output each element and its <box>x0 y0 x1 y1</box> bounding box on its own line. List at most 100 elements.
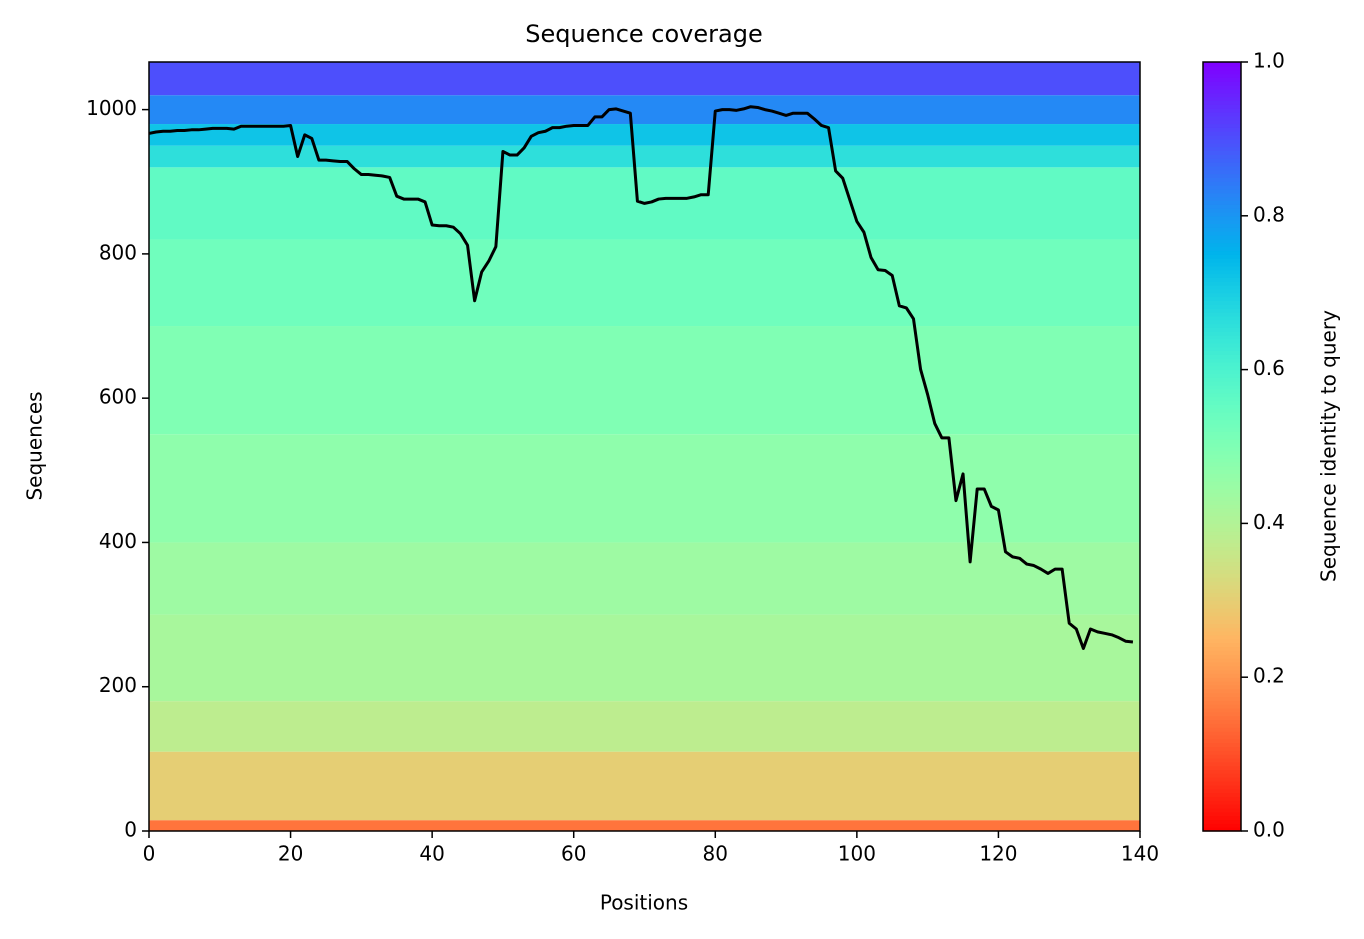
colorbar-swatch <box>1203 454 1241 459</box>
colorbar-swatch <box>1203 581 1241 586</box>
colorbar-label: Sequence identity to query <box>1317 310 1341 582</box>
colorbar-swatch <box>1203 400 1241 405</box>
colorbar-swatch <box>1203 346 1241 351</box>
heatmap-band <box>149 145 1140 168</box>
colorbar-swatch <box>1203 185 1241 190</box>
colorbar-swatch <box>1203 696 1241 701</box>
colorbar-swatch <box>1203 384 1241 390</box>
colorbar-swatch <box>1203 650 1241 655</box>
colorbar-swatch <box>1203 511 1241 517</box>
x-tick-label: 20 <box>278 842 303 866</box>
colorbar-swatch <box>1203 792 1241 797</box>
colorbar-swatch <box>1203 746 1241 751</box>
colorbar-swatch <box>1203 704 1241 709</box>
colorbar-swatch <box>1203 235 1241 240</box>
colorbar-swatch <box>1203 769 1241 774</box>
colorbar-swatch <box>1203 508 1241 513</box>
colorbar-swatch <box>1203 265 1241 271</box>
colorbar-swatch <box>1203 415 1241 421</box>
colorbar-swatch <box>1203 634 1241 640</box>
heatmap-band <box>149 701 1140 752</box>
colorbar-swatch <box>1203 711 1241 717</box>
colorbar-swatch <box>1203 311 1241 317</box>
colorbar-swatch <box>1203 569 1241 574</box>
colorbar-swatch <box>1203 158 1241 163</box>
colorbar-swatch <box>1203 288 1241 294</box>
plot-frame <box>148 61 1141 832</box>
colorbar-swatch <box>1203 204 1241 209</box>
colorbar-swatch <box>1203 396 1241 401</box>
colorbar-swatch <box>1203 188 1241 194</box>
x-tick-label: 60 <box>561 842 586 866</box>
colorbar-swatch <box>1203 181 1241 186</box>
colorbar-swatch <box>1203 292 1241 298</box>
colorbar-swatch <box>1203 492 1241 498</box>
colorbar-swatch <box>1203 300 1241 305</box>
heatmap-band <box>149 62 1140 96</box>
colorbar-swatch <box>1203 308 1241 313</box>
colorbar-swatch <box>1203 277 1241 282</box>
colorbar-swatch <box>1203 92 1241 98</box>
colorbar-swatch <box>1203 161 1241 167</box>
colorbar-swatch <box>1203 734 1241 740</box>
colorbar-swatch <box>1203 496 1241 501</box>
x-tick-label: 0 <box>143 842 156 866</box>
colorbar-tick-label: 0.2 <box>1253 664 1285 688</box>
colorbar-swatch <box>1203 604 1241 609</box>
colorbar-swatch <box>1203 358 1241 363</box>
colorbar-swatch <box>1203 807 1241 813</box>
colorbar-swatch <box>1203 111 1241 117</box>
colorbar-swatch <box>1203 331 1241 336</box>
colorbar-swatch <box>1203 131 1241 136</box>
colorbar-swatch <box>1203 592 1241 598</box>
colorbar-swatch <box>1203 481 1241 486</box>
colorbar-swatch <box>1203 231 1241 236</box>
colorbar-swatch <box>1203 546 1241 551</box>
colorbar-swatch <box>1203 638 1241 644</box>
colorbar-swatch <box>1203 461 1241 467</box>
x-axis-label: Positions <box>600 891 688 915</box>
colorbar-swatch <box>1203 192 1241 198</box>
x-tick-label: 140 <box>1121 842 1159 866</box>
colorbar-swatch <box>1203 142 1241 148</box>
colorbar-swatch <box>1203 484 1241 490</box>
colorbar-swatch <box>1203 619 1241 624</box>
colorbar-swatch <box>1203 504 1241 509</box>
colorbar-swatch <box>1203 285 1241 290</box>
colorbar-swatch <box>1203 588 1241 594</box>
colorbar-swatch <box>1203 465 1241 471</box>
colorbar-swatch <box>1203 738 1241 744</box>
colorbar-swatch <box>1203 319 1241 325</box>
colorbar-swatch <box>1203 796 1241 801</box>
colorbar-swatch <box>1203 334 1241 340</box>
colorbar-swatch <box>1203 431 1241 436</box>
colorbar-swatch <box>1203 804 1241 809</box>
colorbar-swatch <box>1203 361 1241 367</box>
y-tick-label: 800 <box>99 240 137 264</box>
colorbar-swatch <box>1203 688 1241 694</box>
colorbar-tick-label: 0.8 <box>1253 202 1285 226</box>
colorbar-swatch <box>1203 654 1241 659</box>
colorbar-swatch <box>1203 561 1241 567</box>
colorbar-swatch <box>1203 211 1241 217</box>
colorbar-swatch <box>1203 65 1241 71</box>
colorbar-swatch <box>1203 784 1241 790</box>
colorbar-swatch <box>1203 715 1241 721</box>
heatmap-band <box>149 614 1140 702</box>
colorbar-swatch <box>1203 388 1241 394</box>
colorbar-swatch <box>1203 577 1241 582</box>
colorbar-swatch <box>1203 427 1241 432</box>
colorbar-swatch <box>1203 281 1241 286</box>
colorbar-swatch <box>1203 108 1241 113</box>
colorbar-swatch <box>1203 719 1241 724</box>
colorbar-swatch <box>1203 77 1241 82</box>
colorbar-swatch <box>1203 731 1241 736</box>
colorbar-swatch <box>1203 827 1241 832</box>
colorbar-swatch <box>1203 554 1241 559</box>
colorbar-swatch <box>1203 350 1241 355</box>
colorbar-swatch <box>1203 127 1241 132</box>
colorbar-swatch <box>1203 419 1241 425</box>
heatmap-band <box>149 434 1140 543</box>
colorbar-swatch <box>1203 73 1241 78</box>
colorbar-tick-label: 0.0 <box>1253 818 1285 842</box>
